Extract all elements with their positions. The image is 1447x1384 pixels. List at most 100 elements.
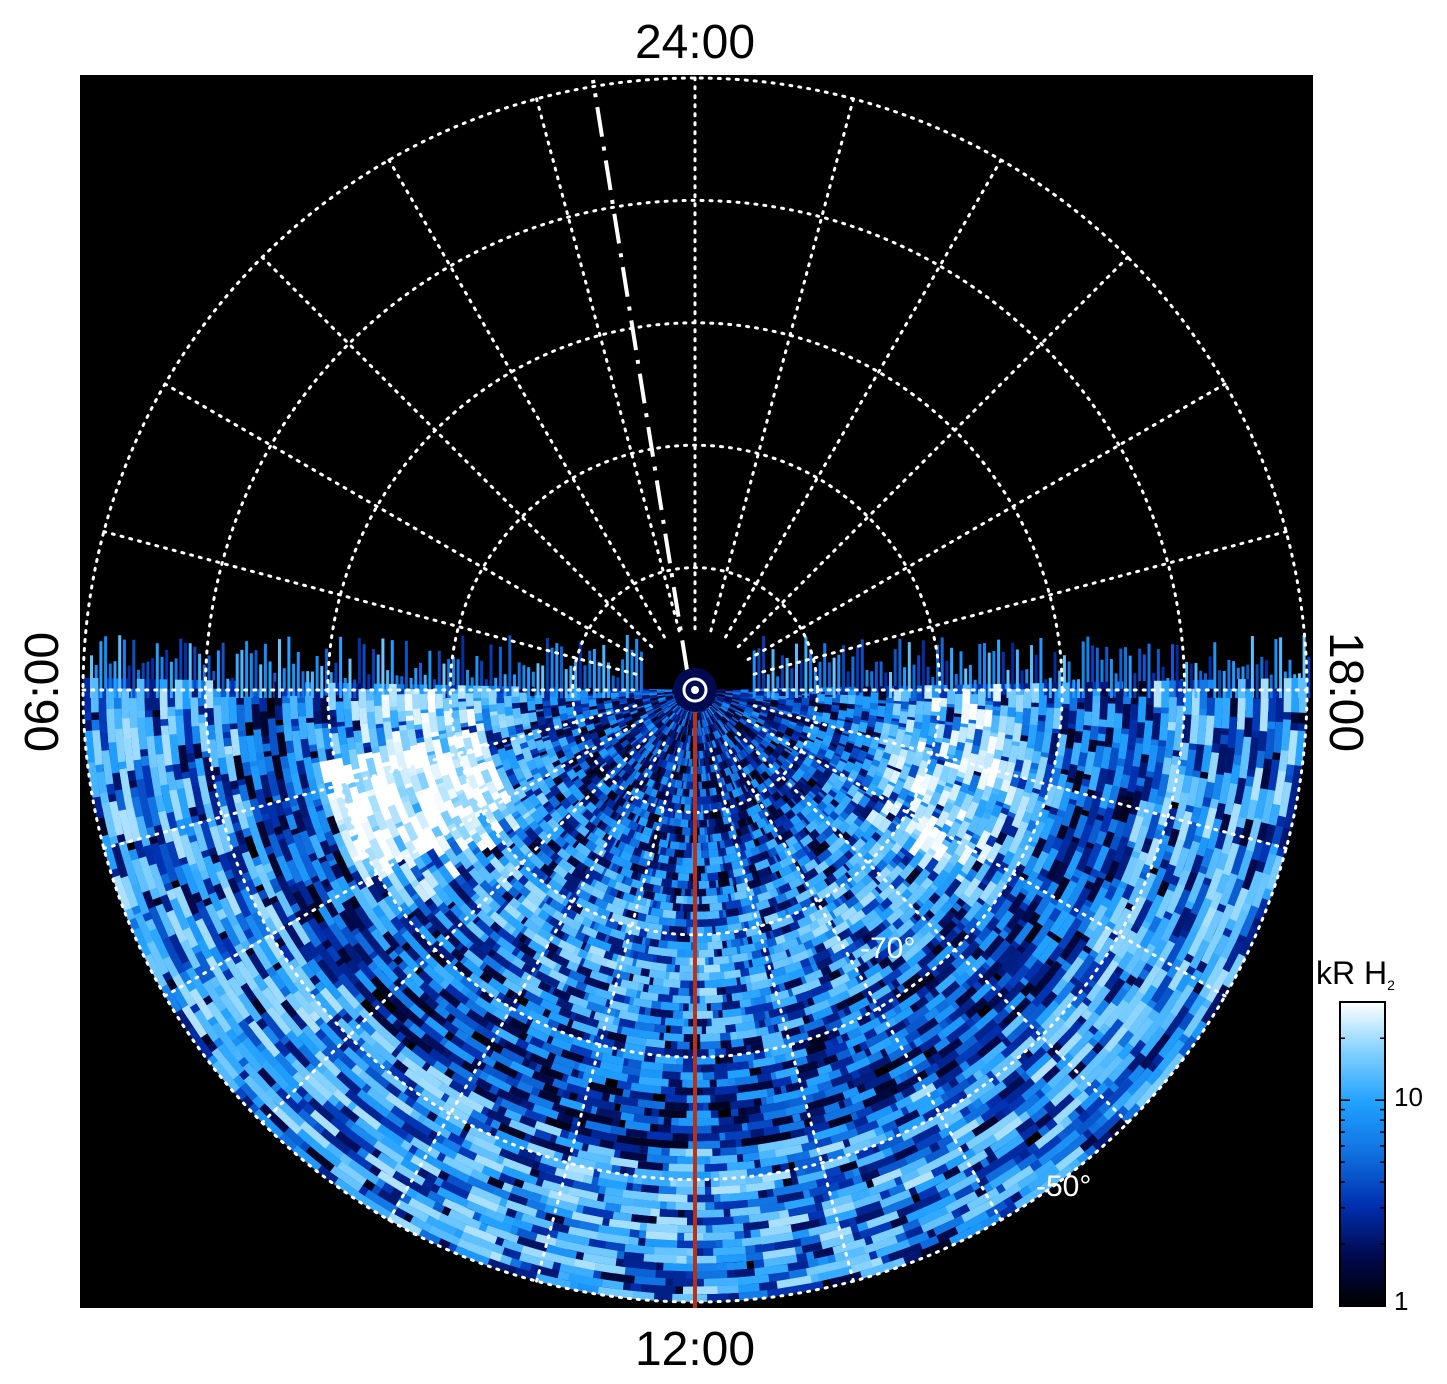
local-time-spoke [163,719,644,998]
heatmap-cell-group [337,725,976,1171]
local-time-spoke [535,747,681,1283]
local-time-spoke [746,382,1227,661]
local-time-spoke [746,719,1227,998]
heatmap-cell-group [428,712,439,733]
heatmap-cell-group [98,673,1160,1285]
lat-label-70: -70° [860,932,915,965]
lt-label-left: 06:00 [16,632,69,752]
overlay-lines [591,79,717,1308]
heatmap-cell-group [383,744,492,785]
heatmap-cell-group [986,735,998,755]
heatmap-cell-group [780,802,792,814]
local-time-spoke [709,97,855,633]
heatmap-cell-group [962,741,975,786]
heatmap-cell-group [442,1198,476,1219]
colorbar: kR H2 10 1 [1316,955,1423,1316]
heatmap-cell-group [1144,837,1161,867]
local-time-spoke [709,747,855,1283]
heatmap-cell-group [915,815,930,833]
local-time-spoke [387,741,666,1222]
heatmap-cell-group [340,829,356,853]
heatmap-cell-group [432,792,446,811]
heatmap-cell-group [385,737,475,833]
grid-lines [81,76,1309,1304]
latitude-circle [448,443,942,937]
local-time-spoke [752,530,1288,676]
heatmap-cell-group [882,719,976,798]
heatmap-cell-group [932,830,948,849]
heatmap-cell-group [443,827,474,879]
heatmap-cell-group [920,775,951,853]
heatmap-cell-group [916,827,932,845]
heatmap-cell-group [1062,840,1079,866]
local-time-spoke [102,530,638,676]
heatmap-cell-group [272,1105,302,1135]
heatmap-cell-group [353,859,371,883]
heatmap-cells [83,635,1311,1302]
lat-label-50: -50° [1036,1170,1091,1203]
heatmap-cell-group [148,705,1220,1256]
local-time-spoke [736,731,1130,1125]
heatmap-cell-group [373,683,397,831]
heatmap-cell-group [565,985,586,1000]
heatmap-cell-group [445,717,1253,1010]
pole-marker-inner [691,686,699,694]
colorbar-ticks [1340,1001,1385,1307]
heatmap-cell-group [217,649,1160,1160]
local-time-spoke [752,704,1288,850]
heatmap-cell-group [421,722,432,739]
heatmap-cell-group [466,752,479,768]
colorbar-tick-label-1: 1 [1394,1286,1408,1316]
heatmap-cell-group [996,759,1026,829]
heatmap-cell-group [961,703,971,720]
lt-label-right: 18:00 [1319,632,1372,752]
heatmap-cell-group [409,774,423,793]
colorbar-label: kR H2 [1316,955,1395,993]
local-time-spoke [260,255,654,649]
colorbar-gradient [1339,1001,1386,1307]
heatmap-cell-group [889,800,903,817]
colorbar-tick-label-10: 10 [1394,1082,1423,1112]
heatmap-cell-group [230,728,906,1226]
heatmap-cell-group [220,697,1007,1286]
heatmap-cell-group [421,869,439,889]
heatmap-cell-group [169,662,1113,1168]
local-time-spoke [163,382,644,661]
heatmap-cell-group [865,714,985,824]
heatmap-cell-group [169,646,1134,1269]
heatmap-cell-group [871,758,930,829]
dash-dot-line [591,79,689,671]
heatmap-cell-group [974,754,986,773]
latitude-circle [203,198,1187,1182]
local-time-spoke [387,158,666,639]
heatmap-cell-group [119,718,1055,1134]
heatmap-cell-group [480,804,495,821]
pole-marker-outer [682,677,708,703]
local-time-spoke [736,255,1130,649]
heatmap-cell-group [377,854,394,876]
heatmap-cell-group [505,1199,538,1218]
heatmap-cell-group [412,708,422,726]
heatmap-cell-group [1003,761,1016,782]
heatmap-cell-group [435,708,476,836]
local-time-spoke [724,741,1003,1222]
heatmap-cell-group [463,1224,498,1244]
heatmap-cell-group [1259,698,1298,766]
heatmap-cell-group [830,1055,941,1145]
heatmap-cell-group [924,685,933,699]
heatmap-cell-group [888,769,901,785]
heatmap-cell-group [920,755,970,790]
local-time-spoke [102,704,638,850]
lt-label-top: 24:00 [635,16,755,69]
heatmap-cell-group [481,834,497,851]
heatmap-cell-group [975,683,1001,865]
heatmap-cell-group [689,957,706,966]
heatmap-cell-group [460,781,474,798]
local-time-spoke [535,97,681,633]
heatmap-cell-group [400,763,443,870]
heatmap-cell-group [550,953,570,968]
local-time-spoke [260,731,654,1125]
local-time-spoke [724,158,1003,639]
